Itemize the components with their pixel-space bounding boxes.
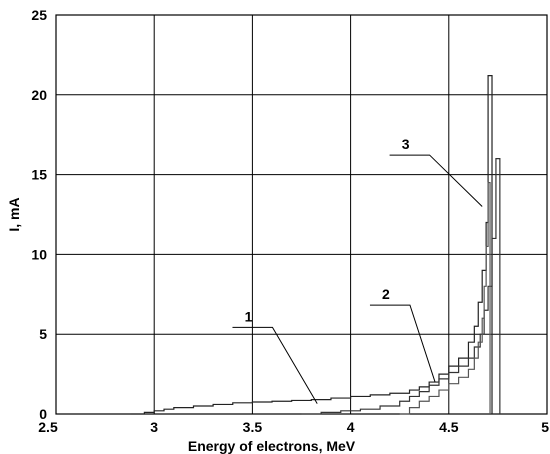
series-layer [130, 75, 501, 415]
annotation-label-3: 3 [402, 136, 410, 152]
y-tick-label: 20 [31, 87, 47, 103]
annotation-leader-3 [389, 154, 483, 207]
y-tick-label: 15 [31, 167, 47, 183]
y-tick-label: 25 [31, 7, 47, 23]
x-tick-label: 2.5 [38, 419, 58, 435]
annotation-leader-2 [369, 304, 436, 383]
y-axis-label: I, mA [6, 197, 22, 231]
x-tick-label: 3.5 [243, 419, 263, 435]
annotation-labels: 1 2 3 [245, 136, 410, 324]
series-line-2 [301, 158, 501, 415]
annotation-label-1: 1 [245, 308, 253, 324]
y-tick-labels: 0 5 10 15 20 25 [31, 7, 47, 422]
x-axis-label: Energy of electrons, MeV [188, 438, 356, 454]
x-tick-label: 4.5 [439, 419, 459, 435]
plot-frame [55, 14, 548, 415]
y-tick-label: 5 [39, 326, 47, 342]
annotation-label-2: 2 [382, 286, 390, 302]
series-line-3 [399, 181, 491, 415]
x-tick-label: 5 [541, 419, 549, 435]
annotation-leader-1 [232, 326, 318, 404]
series-line-1 [130, 75, 493, 415]
y-tick-label: 0 [39, 406, 47, 422]
annotation-leaders [232, 154, 483, 404]
grid-lines [56, 15, 547, 414]
y-tick-label: 10 [31, 246, 47, 262]
x-tick-label: 4 [347, 419, 355, 435]
x-tick-labels: 2.5 3 3.5 4 4.5 5 [38, 419, 549, 435]
x-tick-label: 3 [150, 419, 158, 435]
